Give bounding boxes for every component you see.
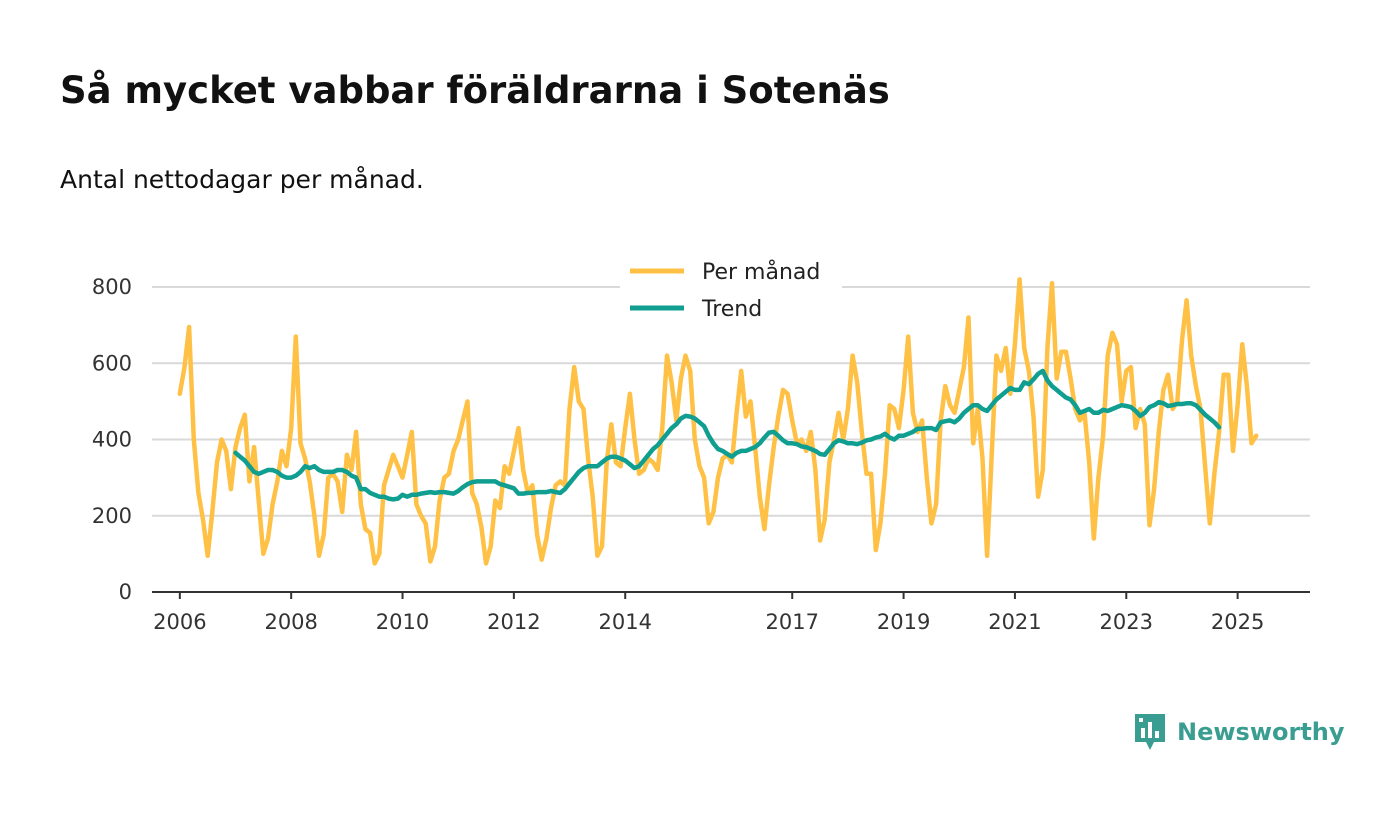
newsworthy-brand[interactable]: Newsworthy xyxy=(1133,712,1345,752)
y-tick-label: 0 xyxy=(119,580,132,604)
brand-name: Newsworthy xyxy=(1177,718,1345,746)
x-tick-label: 2025 xyxy=(1211,610,1264,634)
legend-background xyxy=(620,252,842,330)
legend-label-per-manad: Per månad xyxy=(702,259,820,285)
x-tick-label: 2019 xyxy=(877,610,930,634)
newsworthy-logo-icon xyxy=(1135,714,1165,750)
x-axis: 2006 2008 2010 2012 2014 2017 2019 2021 2023 2025 xyxy=(152,591,1310,634)
y-axis: 0 200 400 600 800 xyxy=(92,275,132,604)
x-tick-label: 2014 xyxy=(598,610,651,634)
x-tick-label: 2017 xyxy=(766,610,819,634)
x-tick-label: 2012 xyxy=(487,610,540,634)
x-tick-label: 2023 xyxy=(1100,610,1153,634)
legend: Per månad Trend xyxy=(620,252,842,330)
x-tick-label: 2006 xyxy=(153,610,206,634)
x-tick-label: 2021 xyxy=(988,610,1041,634)
chart-title: Så mycket vabbar föräldrarna i Sotenäs xyxy=(60,69,890,112)
series-line-trend xyxy=(233,368,1222,502)
y-tick-label: 400 xyxy=(92,428,132,452)
y-tick-label: 800 xyxy=(92,275,132,299)
x-tick-label: 2008 xyxy=(264,610,317,634)
chart-subtitle: Antal nettodagar per månad. xyxy=(60,165,424,194)
x-tick-label: 2010 xyxy=(376,610,429,634)
y-tick-label: 200 xyxy=(92,504,132,528)
series-layer xyxy=(177,277,1259,566)
y-tick-label: 600 xyxy=(92,351,132,375)
legend-label-trend: Trend xyxy=(701,297,762,322)
